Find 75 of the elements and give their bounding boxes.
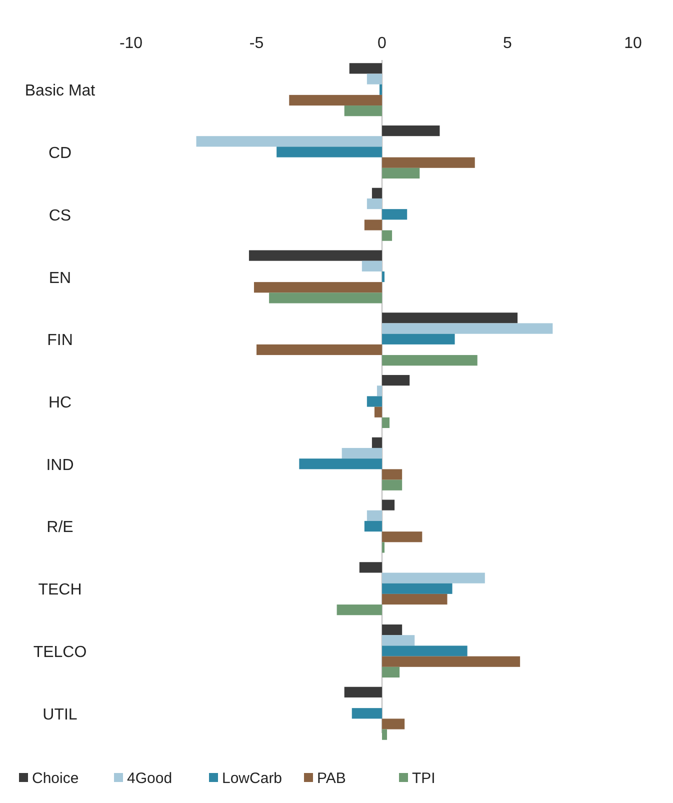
bar	[382, 374, 410, 386]
bar	[366, 396, 382, 407]
bar	[382, 480, 402, 490]
bar	[372, 437, 382, 448]
bar	[382, 656, 520, 667]
bar	[382, 125, 440, 136]
bar	[196, 136, 382, 147]
x-tick-label: -5	[249, 35, 264, 52]
y-tick-label: CS	[48, 207, 72, 224]
legend-label: PAB	[317, 770, 346, 787]
x-tick-label: 5	[503, 35, 512, 52]
bar	[382, 500, 395, 510]
bar	[382, 594, 448, 605]
y-tick-label: TECH	[38, 582, 82, 599]
bar	[382, 572, 485, 584]
bar	[276, 146, 382, 158]
bar	[289, 94, 382, 106]
legend-label: TPI	[412, 770, 436, 787]
x-tick-label: 10	[624, 35, 642, 52]
bar	[382, 355, 478, 366]
bar	[382, 312, 518, 324]
bar	[364, 520, 382, 532]
legend-label: LowCarb	[222, 770, 282, 787]
bar	[382, 209, 408, 220]
bar	[382, 168, 420, 179]
y-tick-label: FIN	[47, 332, 73, 350]
bar	[349, 63, 382, 74]
x-tick-label: -10	[119, 35, 143, 52]
bar	[382, 532, 422, 542]
legend-label: Choice	[32, 770, 79, 787]
bar	[382, 417, 390, 428]
bar	[382, 583, 452, 594]
bar	[376, 386, 382, 396]
bar	[366, 74, 382, 84]
y-tick-label: Basic Mat	[24, 82, 96, 100]
bar	[382, 157, 475, 168]
bar	[366, 198, 382, 210]
bar	[269, 292, 382, 304]
bar	[382, 323, 553, 334]
y-tick-label: TELCO	[33, 644, 87, 661]
bar	[248, 250, 382, 261]
legend-label: 4Good	[127, 770, 172, 787]
y-tick-label: CD	[48, 145, 72, 162]
bar	[374, 406, 382, 418]
bar	[366, 510, 382, 521]
bar	[299, 458, 382, 470]
bar	[382, 646, 468, 656]
bar	[382, 666, 400, 678]
bar	[382, 334, 455, 344]
bar	[344, 686, 382, 698]
bar	[256, 344, 382, 356]
x-tick-label: 0	[378, 35, 387, 52]
y-tick-label: HC	[48, 394, 72, 412]
bar	[382, 718, 405, 730]
bar	[382, 542, 385, 553]
bar	[382, 635, 415, 646]
y-tick-label: EN	[48, 270, 72, 287]
y-tick-label: UTIL	[42, 706, 78, 724]
bar	[382, 271, 385, 282]
bar	[342, 448, 382, 459]
y-tick-label: IND	[46, 456, 74, 474]
bar	[359, 562, 382, 573]
bar	[352, 708, 382, 719]
y-tick-label: R/E	[46, 519, 74, 536]
bar	[344, 106, 382, 116]
bar	[336, 604, 382, 616]
bar	[254, 282, 382, 293]
bar	[382, 469, 402, 480]
bar	[382, 624, 402, 636]
bar	[379, 84, 382, 95]
bar	[382, 729, 388, 740]
bar	[372, 188, 382, 198]
bar	[382, 230, 392, 241]
bar	[362, 260, 382, 272]
bar	[364, 220, 382, 230]
